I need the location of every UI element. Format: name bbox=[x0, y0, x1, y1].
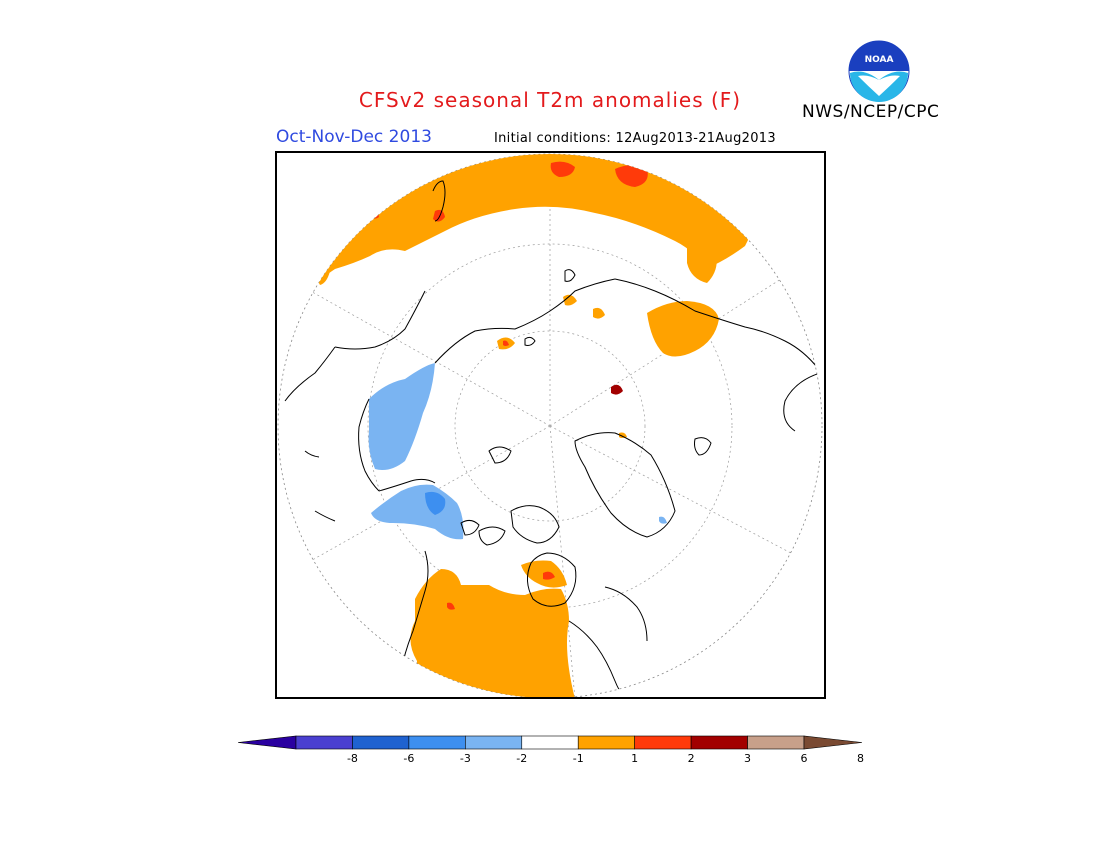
warm-spot-arctic-3 bbox=[593, 307, 605, 319]
map-frame bbox=[275, 151, 826, 699]
colorbar-swatch bbox=[352, 735, 410, 750]
hot-spot-arctic-1 bbox=[503, 340, 509, 346]
warm-spot-arctic-2 bbox=[563, 294, 577, 306]
colorbar-swatch bbox=[465, 735, 523, 750]
hot-spot-hudson bbox=[543, 571, 555, 580]
colorbar-swatches bbox=[238, 735, 862, 750]
hot-spot-rockies bbox=[447, 602, 455, 610]
colorbar-swatch bbox=[634, 735, 692, 750]
cool-anomaly-alaska bbox=[368, 363, 435, 470]
season-label: Oct-Nov-Dec 2013 bbox=[276, 127, 432, 147]
colorbar-low-arrow bbox=[238, 735, 297, 750]
colorbar-tick-label: 3 bbox=[744, 752, 752, 765]
colorbar-tick-label: 8 bbox=[856, 752, 864, 765]
colorbar-swatch bbox=[521, 735, 579, 750]
colorbar-swatch bbox=[577, 735, 635, 750]
hot-spot-central-asia bbox=[615, 165, 648, 187]
warm-anomaly-russia-east bbox=[687, 245, 717, 283]
colorbar-tick-label: -6 bbox=[403, 752, 415, 765]
cool-spot-greenland bbox=[659, 516, 667, 524]
warm-anomaly-asia bbox=[315, 154, 755, 286]
hot-spot-iran bbox=[433, 209, 445, 222]
colorbar-swatch bbox=[690, 735, 748, 750]
colorbar-tick-label: 1 bbox=[631, 752, 639, 765]
warm-anomaly-north-america bbox=[410, 569, 575, 698]
agency-label: NWS/NCEP/CPC bbox=[802, 102, 940, 122]
noaa-logo-icon: NOAA bbox=[848, 40, 910, 102]
colorbar-high-arrow bbox=[803, 735, 862, 750]
colorbar-swatch bbox=[747, 735, 805, 750]
coastlines bbox=[284, 180, 821, 698]
cool-anomaly-canada-core bbox=[425, 491, 446, 515]
colorbar-tick-label: -1 bbox=[572, 752, 584, 765]
logo-text: NOAA bbox=[865, 55, 894, 65]
colorbar-tick-label: -2 bbox=[516, 752, 528, 765]
colorbar bbox=[238, 735, 862, 750]
colorbar-tick-label: -8 bbox=[346, 752, 358, 765]
colorbar-swatch bbox=[408, 735, 466, 750]
hot-spot-mediterranean bbox=[371, 208, 379, 219]
hot-spot-svalbard bbox=[611, 384, 623, 395]
chart-title: CFSv2 seasonal T2m anomalies (F) bbox=[358, 88, 742, 112]
colorbar-swatch bbox=[295, 735, 353, 750]
initial-conditions-label: Initial conditions: 12Aug2013-21Aug2013 bbox=[494, 131, 776, 146]
hot-spot-china bbox=[550, 161, 575, 177]
colorbar-tick-label: 6 bbox=[800, 752, 808, 765]
warm-spot-greenland bbox=[619, 432, 627, 438]
colorbar-tick-label: 2 bbox=[687, 752, 695, 765]
polar-anomaly-map bbox=[275, 151, 826, 699]
warm-anomaly-siberia bbox=[647, 301, 719, 357]
colorbar-tick-label: -3 bbox=[459, 752, 471, 765]
